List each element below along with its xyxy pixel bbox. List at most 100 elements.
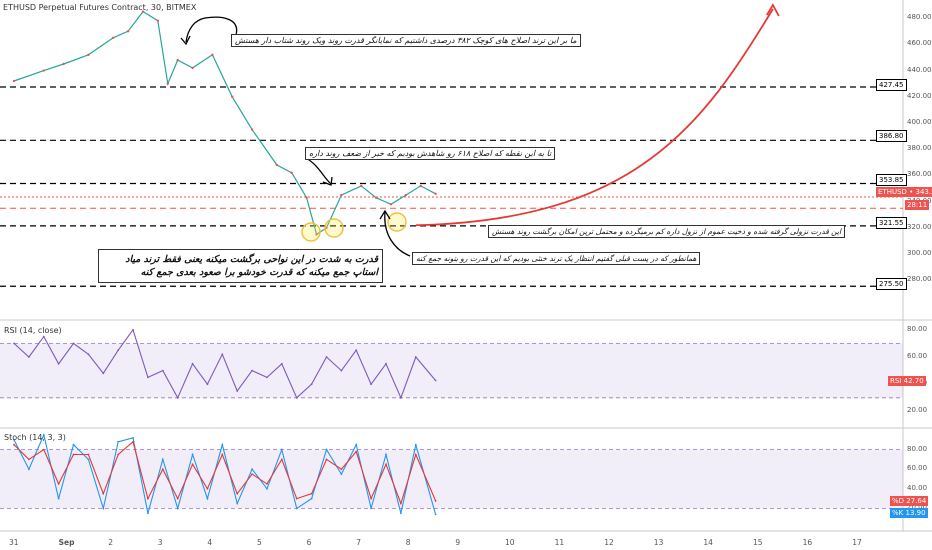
stoch-point-k (251, 468, 253, 471)
price-point (42, 69, 45, 72)
stoch-point-d (13, 443, 15, 446)
price-point (419, 184, 422, 188)
stoch-point-k (399, 512, 402, 515)
time-tick-label: 31 (9, 538, 19, 547)
stoch-point-k (370, 507, 373, 510)
time-tick-label: 4 (207, 538, 213, 547)
chart-title: ETHUSD Perpetual Futures Contract, 30, B… (3, 3, 197, 12)
price-point (250, 128, 254, 131)
stoch-point-k (266, 487, 268, 490)
stoch-point-k (325, 448, 328, 451)
annotation-neutral[interactable]: همانطور که در پست قبلی گفتیم انتظار یک ت… (412, 252, 701, 265)
price-point (126, 30, 130, 33)
annotation-arrow-top (185, 16, 238, 43)
stoch-d-tag: %D 27.64 (890, 496, 929, 506)
rsi-tick-label: 80.00 (907, 324, 928, 333)
time-tick-label: 6 (306, 538, 312, 547)
annotation-fib-618[interactable]: تا به این نقطه که اصلاح ۶۱۸ رو شاهدش بود… (305, 147, 556, 160)
price-point (231, 95, 234, 98)
time-tick-label: 13 (653, 538, 664, 547)
rsi-point (117, 349, 120, 352)
stoch-point-d (325, 458, 328, 461)
price-point (340, 193, 343, 197)
stoch-k-value: 13.90 (905, 509, 926, 517)
stoch-point-d (221, 453, 224, 456)
stoch-point-k (221, 443, 224, 446)
stoch-point-d (280, 458, 283, 461)
rsi-point (434, 379, 437, 382)
rsi-tick-label: 60.00 (907, 352, 928, 360)
stoch-point-k (310, 497, 313, 500)
rsi-point (27, 356, 30, 358)
projection-curve (415, 8, 774, 227)
price-point (112, 36, 115, 39)
price-tick-label: 300.00 (907, 249, 932, 258)
rsi-point (295, 396, 298, 399)
rsi-point (57, 362, 60, 365)
rsi-point (72, 342, 75, 345)
price-label-386: 386.80 (876, 130, 907, 142)
rsi-point (399, 396, 402, 399)
stoch-point-k (414, 443, 417, 446)
rsi-point (42, 335, 45, 338)
price-point (404, 193, 408, 197)
projection-arrowhead (766, 3, 780, 17)
price-tick-label: 360.00 (907, 170, 932, 179)
time-tick-label: 2 (108, 538, 113, 547)
stoch-point-k (27, 468, 30, 471)
stoch-d-value: 27.64 (906, 497, 927, 505)
stoch-point-k (147, 512, 149, 515)
rsi-point (385, 362, 387, 365)
rsi-point (280, 362, 283, 365)
rsi-point (102, 372, 105, 375)
time-tick-label: 14 (703, 538, 713, 547)
stoch-point-k (434, 513, 437, 516)
rsi-point (87, 353, 90, 356)
price-point (166, 82, 169, 85)
price-point (12, 79, 16, 83)
price-point (156, 19, 160, 22)
rsi-point (147, 376, 149, 379)
stoch-point-d (132, 440, 134, 443)
rsi-point (355, 349, 358, 352)
stoch-tick-label: 40.00 (907, 483, 928, 492)
price-tick-label: 380.00 (907, 144, 932, 153)
stoch-point-k (42, 434, 45, 436)
stoch-point-k (236, 502, 239, 505)
stoch-point-d (370, 497, 373, 500)
stoch-point-d (147, 497, 149, 500)
annotation-strength[interactable]: قدرت به شدت در این نواحی برگشت میکنه یعن… (98, 249, 383, 283)
rsi-point (340, 369, 343, 372)
price-point (325, 226, 328, 230)
price-series-line (13, 10, 436, 236)
stoch-tick-label: 80.00 (907, 444, 928, 453)
price-point (374, 196, 378, 199)
rsi-value-tag: RSI 42.70 (888, 376, 926, 386)
price-tick-label: 280.00 (907, 275, 932, 284)
stoch-point-k (117, 440, 120, 443)
stoch-point-k (72, 443, 75, 446)
annotation-uptrend[interactable]: ما بر این ترند اصلاح های کوچک ۳۸۲ درصدی … (231, 34, 581, 47)
stoch-point-d (266, 483, 268, 485)
time-tick-label: 8 (405, 538, 411, 547)
countdown-tag: 28:11 (905, 200, 930, 210)
time-tick-label: 5 (257, 538, 262, 547)
stoch-point-d (176, 497, 179, 500)
stoch-point-d (42, 448, 45, 451)
price-point (315, 233, 318, 236)
stoch-point-k (102, 507, 105, 510)
stoch-point-k (132, 436, 134, 439)
price-point (62, 62, 65, 66)
bottom-marker-circle (324, 218, 344, 238)
annotation-reversal[interactable]: این قدرت نزولی گرفته شده و ذخیت عموم از … (488, 225, 846, 238)
stoch-point-k (206, 497, 209, 500)
rsi-point (414, 356, 417, 358)
price-label-321: 321.55 (876, 217, 907, 229)
stoch-d-label: %D (892, 497, 905, 505)
price-point (87, 53, 90, 57)
stoch-point-k (161, 458, 164, 461)
time-tick-label: 9 (455, 538, 461, 547)
stoch-point-d (385, 463, 387, 466)
price-label-275: 275.50 (876, 278, 907, 290)
